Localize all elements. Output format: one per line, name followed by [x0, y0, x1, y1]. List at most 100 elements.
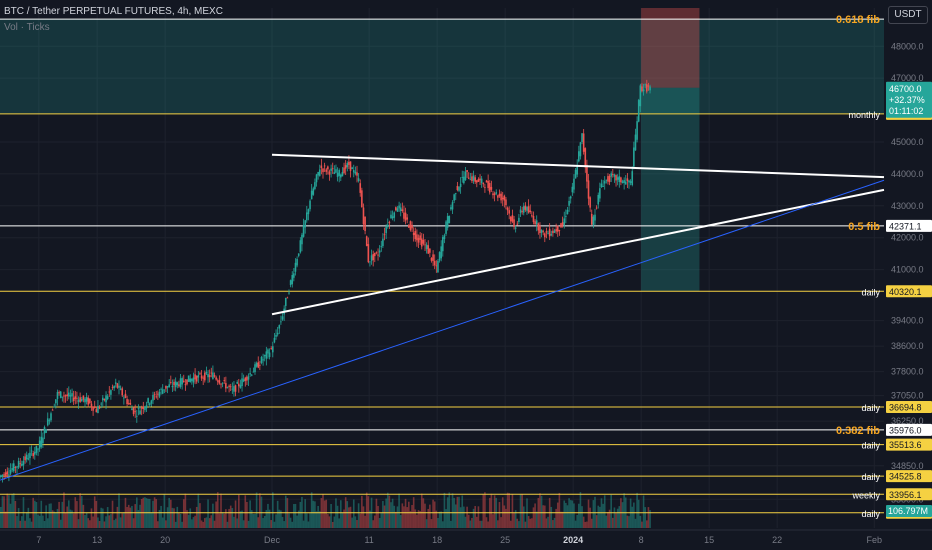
- current-price-text: 46700.0: [889, 84, 922, 94]
- volume-bar: [322, 494, 324, 528]
- time-axis[interactable]: 7 13 20 Dec 11 18 25 2024 8 15 22 Feb: [0, 529, 932, 550]
- volume-bar: [352, 499, 355, 528]
- candle-body: [578, 151, 580, 162]
- volume-bar: [244, 495, 247, 528]
- candle-body: [649, 86, 651, 91]
- horizontal-levels[interactable]: 0.618 fib monthly 0.5 fib daily daily 0.382 f…: [0, 14, 884, 519]
- candle-body: [147, 398, 149, 403]
- candle-body: [207, 373, 209, 378]
- volume-bar: [565, 502, 567, 528]
- candle-body: [425, 244, 428, 250]
- candle-body: [250, 374, 253, 376]
- volume-bar: [106, 507, 109, 528]
- volume-bar: [166, 507, 169, 528]
- candle-body: [437, 260, 439, 273]
- candle-body: [299, 240, 302, 253]
- volume-bar: [383, 505, 386, 528]
- volume-bar: [11, 494, 13, 528]
- candle-body: [629, 181, 632, 183]
- position-stop-zone[interactable]: [641, 8, 700, 88]
- candle-body: [391, 216, 394, 219]
- candle-body: [514, 227, 517, 229]
- candle-body: [116, 383, 119, 388]
- volume-bar: [518, 521, 520, 528]
- candle-body: [119, 388, 122, 390]
- trendline-triangle-top[interactable]: [271, 153, 885, 179]
- candle-body: [35, 445, 38, 453]
- volume-bar: [642, 495, 645, 528]
- candle-body: [639, 85, 642, 107]
- candle-body: [545, 231, 548, 233]
- candle-body: [602, 185, 604, 187]
- candle-body: [521, 210, 523, 212]
- volume-bar: [152, 500, 154, 528]
- level-label: monthly: [848, 110, 880, 120]
- candle-body: [158, 391, 161, 397]
- volume-bar: [84, 514, 86, 528]
- price-tick-label: 45000.0: [891, 137, 924, 147]
- candle-body: [612, 174, 614, 175]
- volume-bar: [228, 508, 230, 528]
- volume-bar: [161, 517, 164, 528]
- candle-body: [498, 193, 501, 197]
- symbol-title[interactable]: BTC / Tether PERPETUAL FUTURES, 4h, MEXC: [4, 6, 223, 17]
- volume-bar: [416, 514, 418, 528]
- volume-bar: [505, 508, 507, 528]
- candle-body: [63, 395, 65, 397]
- volume-bar: [417, 510, 420, 528]
- volume-bar: [131, 505, 133, 528]
- candle-body: [144, 406, 146, 411]
- volume-bar: [552, 520, 554, 528]
- candle-body: [322, 168, 324, 173]
- candle-body: [482, 183, 485, 185]
- volume-bar: [56, 508, 59, 528]
- current-price-badge[interactable]: [886, 81, 932, 118]
- candle-body: [385, 226, 387, 234]
- candle-body: [563, 218, 566, 225]
- candle-body: [6, 471, 9, 475]
- candle-body: [127, 403, 130, 405]
- candle-body: [273, 337, 276, 343]
- trendline-triangle-bottom[interactable]: [271, 188, 885, 316]
- volume-bar: [288, 513, 290, 528]
- candle-body: [461, 177, 464, 178]
- candle-body: [145, 405, 148, 409]
- volume-bar: [312, 500, 315, 528]
- volume-bar: [226, 521, 229, 528]
- trendline-long-trend[interactable]: [0, 179, 885, 481]
- candle-body: [453, 194, 455, 201]
- level-badge-text: 40320.1: [889, 287, 922, 297]
- candle-body: [236, 382, 238, 384]
- volume-indicator-label[interactable]: Vol · Ticks: [4, 22, 50, 33]
- level-badge: [886, 438, 932, 451]
- level-label: weekly: [851, 490, 880, 500]
- candle-body: [22, 460, 25, 466]
- candle-body: [393, 212, 396, 218]
- volume-bar: [246, 501, 248, 528]
- currency-badge[interactable]: USDT: [888, 6, 928, 24]
- volume-bar: [354, 516, 357, 528]
- position-target-zone[interactable]: [641, 87, 700, 292]
- price-axis[interactable]: 48000.0 47000.0 45000.0 44000.0 43000.0 42000…: [886, 0, 932, 550]
- volume-bar: [365, 492, 368, 528]
- candle-body: [642, 89, 645, 92]
- candle-body: [142, 406, 145, 410]
- candle-body: [260, 357, 263, 363]
- volume-bar: [280, 510, 282, 528]
- trendlines[interactable]: [0, 153, 885, 481]
- candle-body: [634, 134, 637, 151]
- candle-body: [276, 332, 279, 335]
- candle-body: [446, 216, 449, 228]
- candle-body: [539, 225, 541, 234]
- candle-body: [297, 253, 300, 256]
- volume-bar: [21, 516, 23, 528]
- volume-bar: [628, 516, 630, 528]
- candle-body: [367, 244, 370, 263]
- volume-bar: [202, 521, 204, 528]
- candle-body: [208, 375, 211, 378]
- volume-bar: [581, 506, 583, 528]
- candle-body: [160, 388, 162, 390]
- volume-bar: [516, 518, 519, 528]
- candle-body: [113, 386, 115, 389]
